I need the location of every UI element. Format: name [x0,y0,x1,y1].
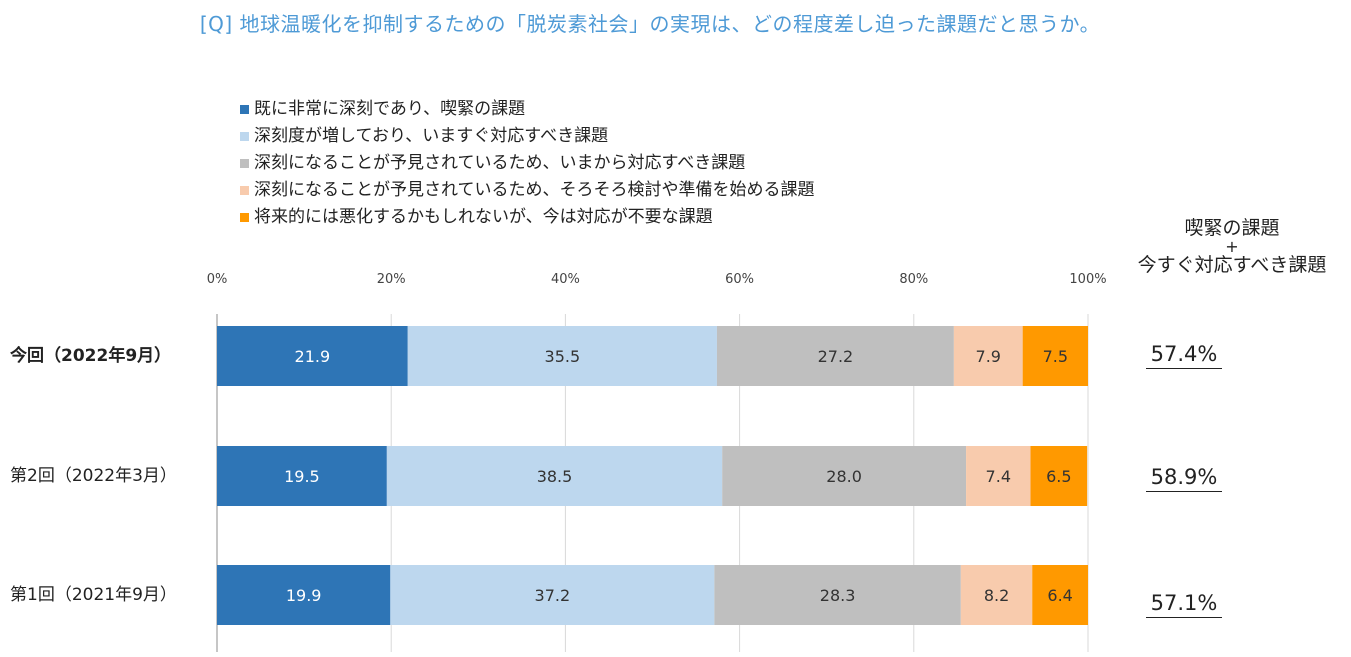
legend-swatch-5 [240,213,249,222]
data-label-r0-s1: 35.5 [545,347,581,366]
bar-segment-r1-s4 [1030,446,1088,506]
legend-label-2: 深刻度が増しており、いますぐ対応すべき課題 [254,126,609,146]
chart-legend: 既に非常に深刻であり、喫緊の課題 深刻度が増しており、いますぐ対応すべき課題 深… [240,96,815,231]
legend-item-4: 深刻になることが予見されているため、そろそろ検討や準備を始める課題 [240,177,815,204]
x-tick-label-5: 100% [1069,272,1106,287]
bar-segment-r1-s1 [386,446,723,506]
data-label-r1-s0: 19.5 [284,467,320,486]
legend-swatch-1 [240,105,249,114]
data-label-r0-s2: 27.2 [818,347,854,366]
bar-segment-r2-s2 [714,565,961,625]
data-label-r2-s0: 19.9 [286,586,322,605]
legend-item-3: 深刻になることが予見されているため、いまから対応すべき課題 [240,150,815,177]
data-label-r0-s0: 21.9 [295,347,331,366]
x-tick-label-1: 20% [377,272,406,287]
legend-swatch-4 [240,186,249,195]
summary-header-line2: 今すぐ対応すべき課題 [1137,254,1327,276]
bar-segment-r1-s3 [966,446,1031,506]
data-label-r2-s4: 6.4 [1047,586,1072,605]
x-tick-label-4: 80% [899,272,928,287]
bar-segment-r0-s1 [407,326,717,386]
data-label-r1-s1: 38.5 [537,467,573,486]
data-label-r1-s4: 6.5 [1046,467,1071,486]
data-label-r1-s3: 7.4 [986,467,1011,486]
x-tick-label-2: 40% [551,272,580,287]
legend-label-4: 深刻になることが予見されているため、そろそろ検討や準備を始める課題 [254,180,815,200]
row-label-second: 第2回（2022年3月） [10,466,177,486]
legend-label-5: 将来的には悪化するかもしれないが、今は対応が不要な課題 [254,207,713,227]
legend-item-5: 将来的には悪化するかもしれないが、今は対応が不要な課題 [240,204,815,231]
bar-segment-r1-s0 [217,446,387,506]
summary-header-line1: 喫緊の課題 [1184,217,1280,239]
bar-segment-r2-s0 [217,565,391,625]
row-label-first: 第1回（2021年9月） [10,585,177,605]
bar-segment-r1-s2 [722,446,967,506]
data-label-r2-s2: 28.3 [820,586,856,605]
bar-segment-r0-s2 [716,326,954,386]
total-current: 57.4% [1146,340,1222,369]
x-tick-label-3: 60% [725,272,754,287]
x-tick-label-0: 0% [207,272,228,287]
bar-segment-r0-s3 [953,326,1023,386]
legend-label-3: 深刻になることが予見されているため、いまから対応すべき課題 [254,153,746,173]
legend-item-1: 既に非常に深刻であり、喫緊の課題 [240,96,815,123]
legend-swatch-2 [240,132,249,141]
bar-segment-r2-s1 [390,565,715,625]
total-first: 57.1% [1146,589,1222,618]
total-second: 58.9% [1146,463,1222,492]
summary-header: 喫緊の課題 + 今すぐ対応すべき課題 [1118,217,1346,277]
bar-segment-r2-s4 [1032,565,1088,625]
bar-segment-r0-s0 [217,326,408,386]
bar-segment-r2-s3 [960,565,1033,625]
legend-swatch-3 [240,159,249,168]
data-label-r2-s3: 8.2 [984,586,1009,605]
question-title: [Q] 地球温暖化を抑制するための「脱炭素社会」の実現は、どの程度差し迫った課題… [199,12,1101,36]
row-label-current: 今回（2022年9月） [10,346,172,366]
bar-segment-r0-s4 [1022,326,1088,386]
data-label-r0-s4: 7.5 [1043,347,1068,366]
legend-item-2: 深刻度が増しており、いますぐ対応すべき課題 [240,123,815,150]
summary-header-plus: + [1225,237,1239,256]
data-label-r2-s1: 37.2 [535,586,571,605]
data-label-r1-s2: 28.0 [826,467,862,486]
legend-label-1: 既に非常に深刻であり、喫緊の課題 [254,99,526,119]
data-label-r0-s3: 7.9 [976,347,1001,366]
